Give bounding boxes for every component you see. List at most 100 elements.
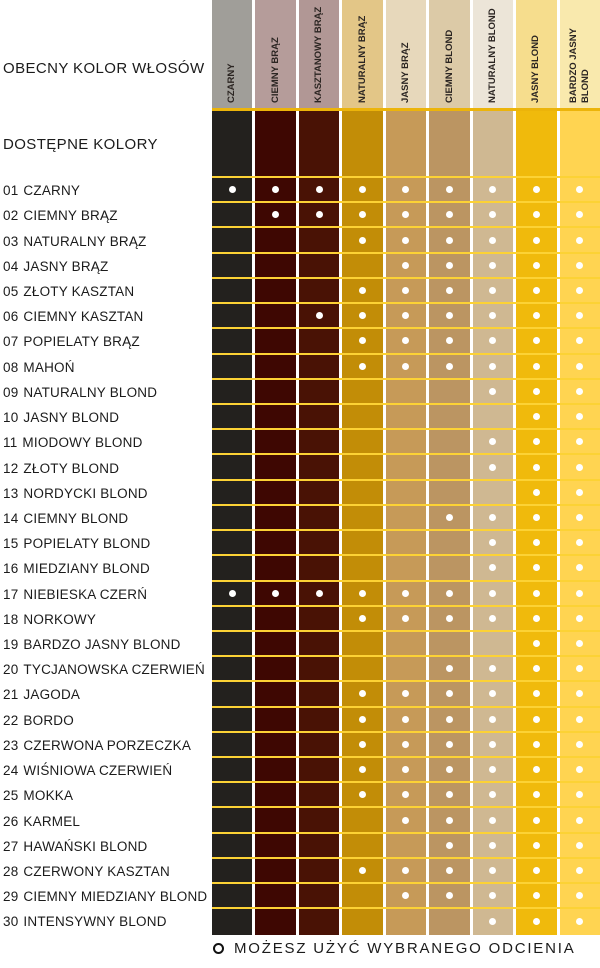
dot-icon <box>359 211 367 219</box>
matrix-cell <box>298 455 340 479</box>
matrix-cell <box>298 682 340 706</box>
header-underline <box>212 108 600 111</box>
matrix-cell <box>342 858 383 883</box>
swatch-cell <box>472 111 514 176</box>
dot-icon <box>359 589 367 597</box>
column-header-label: KASZTANOWY BRĄZ <box>313 6 325 103</box>
matrix-cell <box>342 606 383 630</box>
matrix-cell <box>472 732 514 757</box>
matrix-row <box>212 455 600 481</box>
matrix-cell <box>429 505 470 530</box>
matrix-cell <box>559 531 600 555</box>
matrix-cell <box>429 631 470 656</box>
row-label-number: 25 <box>3 788 19 804</box>
column-header-label: JASNY BLOND <box>530 35 542 103</box>
matrix-cell <box>342 430 383 454</box>
row-label-name: HAWAŃSKI BLOND <box>23 838 148 854</box>
matrix-cell <box>559 682 600 706</box>
dot-icon <box>359 867 367 875</box>
matrix-cell <box>472 404 514 429</box>
row-label-number: 07 <box>3 334 19 350</box>
matrix-cell <box>429 203 470 227</box>
matrix-cell <box>298 657 340 681</box>
dot-icon <box>576 312 584 320</box>
matrix-cell <box>516 379 557 403</box>
dot-icon <box>402 236 410 244</box>
row-label-number: 12 <box>3 460 19 476</box>
row-label-name: JAGODA <box>23 687 81 703</box>
matrix-cell <box>385 379 427 403</box>
dot-icon <box>445 766 453 774</box>
dot-icon <box>445 791 453 799</box>
matrix-cell <box>255 480 296 504</box>
row-label: 08 MAHOŃ <box>3 355 209 380</box>
matrix-cell <box>255 808 296 832</box>
dot-icon <box>445 715 453 723</box>
matrix-cell <box>342 808 383 832</box>
row-label-name: CIEMNY BRĄZ <box>23 208 118 224</box>
matrix-cell <box>342 379 383 403</box>
dot-icon <box>489 665 497 673</box>
dot-icon <box>532 211 540 219</box>
matrix-cell <box>255 178 296 202</box>
shade-row-labels: 01 CZARNY 02 CIEMNY BRĄZ 03 NATURALNY BRĄZ 04 J… <box>3 178 209 935</box>
dot-icon <box>576 690 584 698</box>
matrix-cell <box>298 833 340 857</box>
dot-icon <box>532 312 540 320</box>
matrix-row <box>212 581 600 607</box>
matrix-cell <box>472 631 514 656</box>
row-label: 22 BORDO <box>3 708 209 733</box>
matrix-cell <box>429 455 470 479</box>
matrix-cell <box>298 404 340 429</box>
matrix-cell <box>255 531 296 555</box>
matrix-cell <box>472 556 514 580</box>
matrix-row <box>212 178 600 204</box>
dot-icon <box>359 740 367 748</box>
column-header: JASNY BRĄZ <box>385 0 427 108</box>
matrix-cell <box>429 404 470 429</box>
matrix-cell <box>212 505 253 530</box>
row-label-name: NIEBIESKA CZERŃ <box>23 586 148 602</box>
matrix-cell <box>298 758 340 782</box>
row-label-name: MIEDZIANY BLOND <box>23 561 150 577</box>
matrix-cell <box>516 203 557 227</box>
row-label: 28 CZERWONY KASZTAN <box>3 859 209 884</box>
dot-icon <box>359 766 367 774</box>
dot-icon <box>489 513 497 521</box>
matrix-cell <box>559 631 600 656</box>
matrix-cell <box>298 884 340 908</box>
row-label-number: 17 <box>3 586 19 602</box>
matrix-cell <box>342 278 383 303</box>
dot-icon <box>489 589 497 597</box>
matrix-cell <box>342 178 383 202</box>
dot-icon <box>445 867 453 875</box>
matrix-cell <box>429 228 470 252</box>
matrix-cell <box>342 758 383 782</box>
dot-icon <box>402 211 410 219</box>
matrix-row <box>212 228 600 254</box>
swatch-cell <box>516 111 557 176</box>
row-label-name: CIEMNY KASZTAN <box>23 309 144 325</box>
row-label-name: WIŚNIOWA CZERWIEŃ <box>23 763 173 779</box>
dot-icon <box>359 186 367 194</box>
matrix-cell <box>472 278 514 303</box>
matrix-row <box>212 682 600 708</box>
matrix-cell <box>472 657 514 681</box>
matrix-cell <box>255 455 296 479</box>
row-label: 26 KARMEL <box>3 808 209 833</box>
dot-icon <box>402 186 410 194</box>
dot-icon <box>532 867 540 875</box>
dot-icon <box>445 665 453 673</box>
matrix-cell <box>212 329 253 353</box>
matrix-cell <box>429 783 470 807</box>
row-label-number: 27 <box>3 838 19 854</box>
dot-icon <box>532 186 540 194</box>
dot-icon <box>445 261 453 269</box>
column-header: JASNY BLOND <box>516 0 557 108</box>
row-label-number: 03 <box>3 233 19 249</box>
matrix-cell <box>255 884 296 908</box>
dot-icon <box>402 867 410 875</box>
matrix-cell <box>516 278 557 303</box>
matrix-cell <box>516 581 557 605</box>
matrix-cell <box>342 531 383 555</box>
